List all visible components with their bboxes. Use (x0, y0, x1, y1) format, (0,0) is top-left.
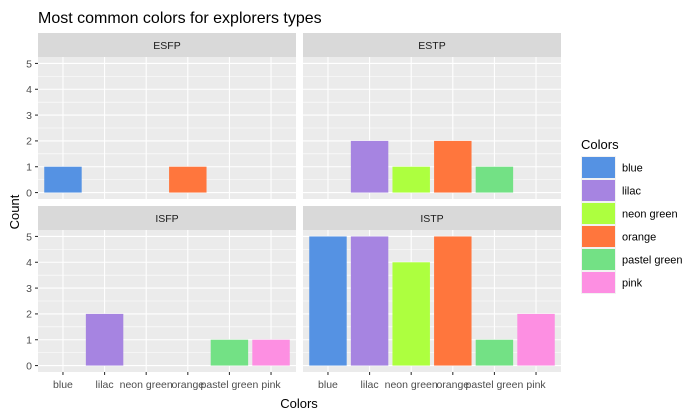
bar-esfp-orange (169, 166, 207, 193)
legend-key-neon-green (582, 203, 615, 224)
chart-title: Most common colors for explorers types (38, 10, 322, 27)
strip-label-isfp: ISFP (155, 213, 178, 225)
facet-esfp: ESFP 0 1 2 3 4 5 (26, 33, 296, 199)
y-tick-label: 3 (26, 283, 32, 295)
x-axis-title: Colors (280, 396, 318, 411)
strip-esfp (38, 33, 296, 57)
facet-estp: ESTP (303, 33, 561, 199)
strip-istp (303, 206, 561, 230)
strip-isfp (38, 206, 296, 230)
x-tick-label: pastel green (201, 379, 259, 391)
y-tick-label: 5 (26, 231, 32, 243)
y-tick-label: 0 (26, 187, 32, 199)
bar-istp-orange (434, 236, 472, 366)
x-tick-label: neon green (120, 379, 173, 391)
strip-label-estp: ESTP (418, 40, 445, 52)
bar-esfp-blue (44, 166, 82, 193)
x-tick-label: pink (526, 379, 546, 391)
legend-label-pastel-green: pastel green (622, 255, 683, 267)
x-tick-label: lilac (361, 379, 379, 391)
y-tick-label: 3 (26, 110, 32, 122)
x-tick-label: orange (436, 379, 469, 391)
legend-key-blue (582, 157, 615, 178)
x-tick-label: orange (171, 379, 204, 391)
strip-label-esfp: ESFP (153, 40, 180, 52)
bar-estp-orange (434, 140, 472, 193)
x-tick-label: blue (318, 379, 338, 391)
legend-label-neon-green: neon green (622, 209, 678, 221)
x-tick-label: pink (261, 379, 281, 391)
y-tick-label: 5 (26, 58, 32, 70)
x-tick-label: lilac (96, 379, 114, 391)
bar-istp-neon-green (392, 262, 430, 366)
legend: Colors blue lilac neon green orange pastel g… (581, 137, 683, 294)
y-tick-label: 1 (26, 335, 32, 347)
y-tick-label: 1 (26, 162, 32, 174)
bar-istp-pink (517, 313, 555, 366)
y-tick-label: 4 (26, 84, 32, 96)
facet-isfp: ISFP 0 1 2 3 4 5 blue lilac neon greenorangepaste… (26, 206, 296, 391)
legend-key-pastel-green (582, 249, 615, 270)
legend-title: Colors (581, 137, 619, 152)
bar-estp-pastel-green (475, 166, 514, 193)
strip-estp (303, 33, 561, 57)
legend-key-pink (582, 272, 615, 293)
bar-isfp-lilac (85, 313, 124, 366)
y-tick-label: 2 (26, 136, 32, 148)
facet-panels: ESFP 0 1 2 3 4 5 ESTP ISFP 0 1 2 3 4 5 blue lilac neon gr… (26, 33, 561, 391)
bar-istp-pastel-green (475, 339, 514, 366)
bar-isfp-pastel-green (210, 339, 249, 366)
legend-key-lilac (582, 180, 615, 201)
legend-label-pink: pink (622, 278, 643, 290)
y-axis-title: Count (7, 194, 22, 229)
x-tick-label: neon green (385, 379, 438, 391)
x-tick-label: pastel green (466, 379, 524, 391)
legend-key-orange (582, 226, 615, 247)
bar-istp-blue (309, 236, 347, 366)
bar-istp-lilac (350, 236, 389, 366)
bar-estp-neon-green (392, 166, 430, 193)
y-tick-label: 2 (26, 309, 32, 321)
legend-label-blue: blue (622, 163, 643, 175)
bar-isfp-pink (252, 339, 290, 366)
legend-label-orange: orange (622, 232, 656, 244)
x-tick-label: blue (53, 379, 73, 391)
strip-label-istp: ISTP (420, 213, 443, 225)
y-tick-label: 4 (26, 257, 32, 269)
y-tick-label: 0 (26, 360, 32, 372)
bar-estp-lilac (350, 140, 389, 193)
legend-label-lilac: lilac (622, 186, 641, 198)
